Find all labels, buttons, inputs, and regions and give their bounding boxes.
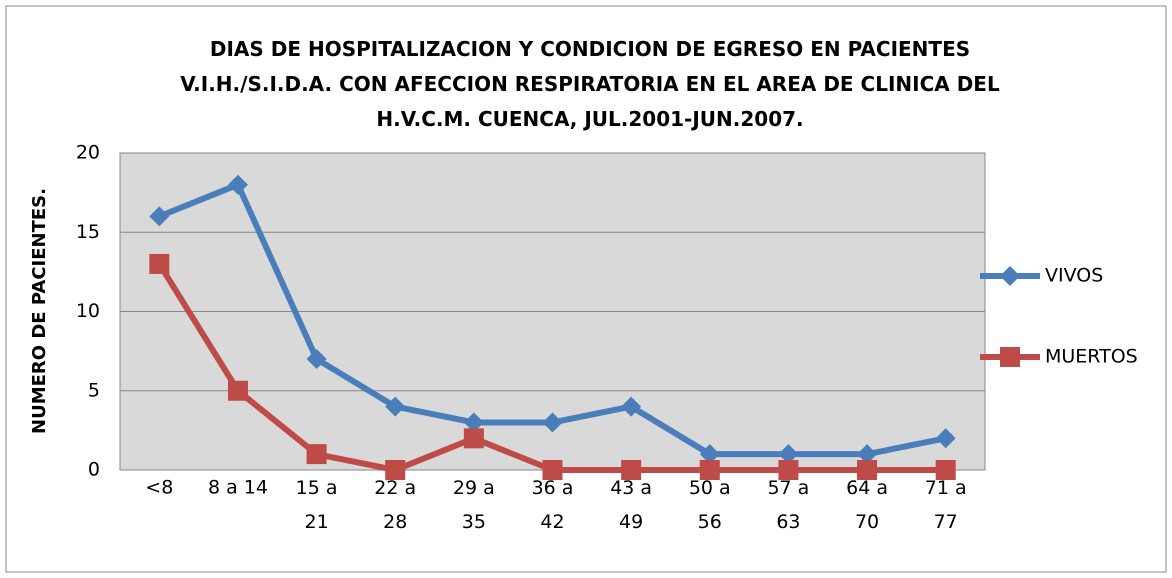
legend-label: MUERTOS bbox=[1045, 346, 1138, 368]
y-tick-label: 10 bbox=[76, 300, 100, 322]
point bbox=[778, 444, 799, 465]
point bbox=[621, 396, 642, 417]
point bbox=[935, 428, 956, 449]
point bbox=[1000, 347, 1020, 367]
point bbox=[1000, 266, 1020, 286]
x-tick-label: 29 a 35 bbox=[453, 477, 495, 533]
y-tick-label: 20 bbox=[76, 142, 100, 164]
point bbox=[699, 460, 720, 480]
point bbox=[385, 396, 406, 417]
chart-title: DIAS DE HOSPITALIZACION Y CONDICION DE E… bbox=[180, 37, 1000, 131]
point bbox=[227, 380, 248, 401]
x-tick-label: 57 a 63 bbox=[767, 477, 809, 533]
x-tick-label: 36 a 42 bbox=[532, 477, 574, 533]
point bbox=[149, 206, 170, 227]
y-tick-label: 5 bbox=[88, 379, 100, 401]
point bbox=[149, 253, 170, 274]
point bbox=[857, 444, 878, 465]
point bbox=[699, 444, 720, 465]
y-axis-label: NUMERO DE PACIENTES. bbox=[29, 188, 50, 434]
point bbox=[463, 412, 484, 433]
chart-border bbox=[5, 5, 1167, 573]
point bbox=[935, 460, 956, 480]
point bbox=[463, 428, 484, 449]
point bbox=[621, 460, 642, 480]
y-tick-label: 0 bbox=[88, 459, 100, 481]
x-tick-label: 8 a 14 bbox=[208, 477, 268, 499]
point bbox=[227, 174, 248, 195]
point bbox=[306, 444, 327, 465]
point bbox=[542, 460, 563, 480]
x-tick-label: 15 a 21 bbox=[296, 477, 338, 533]
y-tick-label: 15 bbox=[76, 221, 100, 243]
x-tick-label: 71 a 77 bbox=[925, 477, 967, 533]
point bbox=[542, 412, 563, 433]
point bbox=[857, 460, 878, 480]
x-tick-label: 64 a 70 bbox=[846, 477, 888, 533]
point bbox=[778, 460, 799, 480]
point bbox=[385, 460, 406, 480]
x-tick-label: 43 a 49 bbox=[610, 477, 652, 533]
x-tick-label: 50 a 56 bbox=[689, 477, 731, 533]
x-tick-label: 22 a 28 bbox=[374, 477, 416, 533]
point bbox=[306, 349, 327, 370]
legend-label: VIVOS bbox=[1045, 265, 1103, 287]
x-tick-label: <8 bbox=[145, 477, 173, 499]
